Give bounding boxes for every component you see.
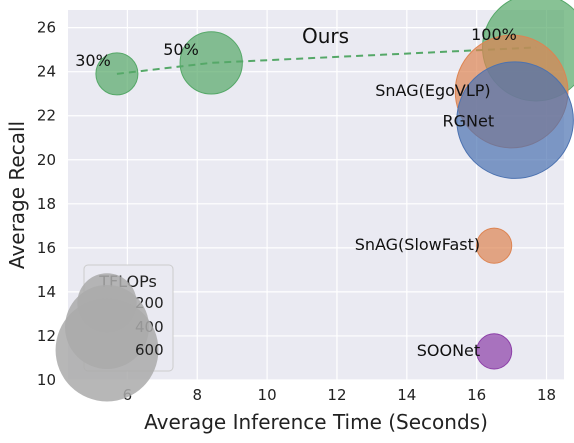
point-label: SnAG(SlowFast): [355, 235, 480, 254]
y-tick-label: 26: [37, 19, 56, 37]
x-tick-label: 10: [258, 386, 277, 404]
point-label: SnAG(EgoVLP): [375, 81, 490, 100]
point-label: 50%: [163, 40, 199, 59]
y-axis-label: Average Recall: [5, 121, 29, 269]
legend-entry-label: 600: [135, 341, 164, 359]
x-tick-label: 8: [192, 386, 202, 404]
point-marker: [179, 31, 243, 95]
x-tick-label: 14: [397, 386, 416, 404]
y-tick-label: 10: [37, 371, 56, 389]
y-tick-label: 20: [37, 151, 56, 169]
y-tick-label: 18: [37, 195, 56, 213]
x-tick-label: 18: [537, 386, 556, 404]
point-marker: [95, 52, 139, 96]
point-label: 30%: [75, 51, 111, 70]
point-label: 100%: [471, 25, 517, 44]
point-marker: [456, 61, 574, 179]
y-tick-label: 12: [37, 327, 56, 345]
point-label: SOONet: [417, 341, 480, 360]
point-marker: [476, 333, 513, 370]
y-tick-label: 22: [37, 107, 56, 125]
x-axis-label: Average Inference Time (Seconds): [144, 410, 488, 434]
point-label: RGNet: [443, 112, 495, 131]
legend: TFLOPs 200400600: [55, 264, 174, 402]
ours-annotation: Ours: [302, 24, 349, 48]
legend-marker: [55, 298, 159, 402]
y-tick-label: 14: [37, 283, 56, 301]
x-tick-label: 16: [467, 386, 486, 404]
y-tick-label: 24: [37, 63, 56, 81]
point-marker: [476, 227, 513, 264]
x-tick-label: 12: [327, 386, 346, 404]
y-tick-label: 16: [37, 239, 56, 257]
